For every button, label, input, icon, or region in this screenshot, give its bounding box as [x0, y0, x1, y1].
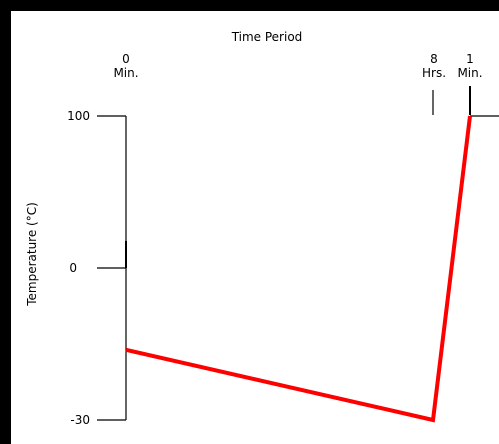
time-marker-0-unit: Min.	[113, 66, 138, 80]
y-tick-label-100: 100	[67, 109, 90, 123]
y-axis-label: Temperature (°C)	[25, 202, 39, 307]
frame-top-border	[0, 0, 499, 11]
time-marker-0-value: 0	[122, 52, 130, 66]
y-tick-label-0: 0	[69, 261, 77, 275]
frame-left-border	[0, 0, 11, 444]
time-marker-2-unit: Min.	[457, 66, 482, 80]
temperature-profile-line	[125, 115, 472, 423]
y-tick-label-neg30: -30	[70, 413, 90, 427]
time-marker-2-value: 1	[466, 52, 474, 66]
time-marker-1-unit: Hrs.	[422, 66, 446, 80]
diagram-title: Time Period	[231, 30, 303, 44]
time-marker-1-value: 8	[430, 52, 438, 66]
